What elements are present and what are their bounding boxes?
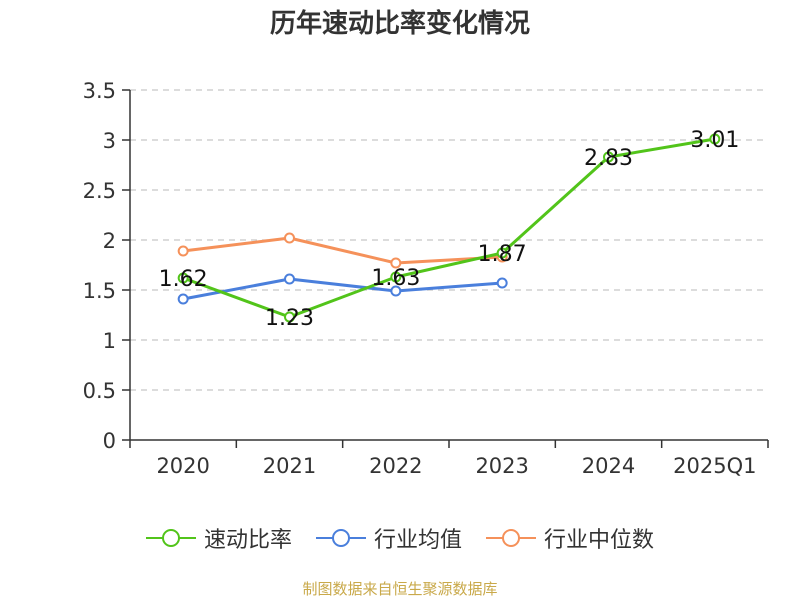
x-tick-label: 2021 <box>263 454 316 478</box>
data-point <box>709 133 721 145</box>
data-label: 1.87 <box>478 242 527 267</box>
data-point <box>603 151 614 163</box>
legend-item-industry-median[interactable]: 行业中位数 <box>486 522 654 554</box>
legend-swatch-icon <box>486 529 536 547</box>
y-tick-label: 1.5 <box>83 279 116 303</box>
x-tick-label: 2022 <box>369 454 422 478</box>
y-tick-label: 0 <box>103 429 116 453</box>
series-line <box>182 137 716 319</box>
y-tick-label: 3 <box>103 129 116 153</box>
data-label: 1.23 <box>265 306 314 331</box>
legend-label: 速动比率 <box>203 528 292 553</box>
x-tick-label: 2023 <box>475 454 528 478</box>
data-label: 2.83 <box>584 146 633 171</box>
data-point <box>284 273 295 285</box>
legend-swatch-icon <box>315 529 366 547</box>
data-label: 1.62 <box>159 267 208 292</box>
data-point <box>284 311 295 323</box>
data-label: 3.01 <box>690 128 739 153</box>
data-point <box>284 232 295 244</box>
data-point <box>390 271 402 283</box>
legend-swatch-icon <box>145 529 196 547</box>
legend-label: 行业均值 <box>373 528 462 553</box>
x-tick-label: 2024 <box>582 454 635 478</box>
legend-label: 行业中位数 <box>544 528 655 553</box>
x-tick-label: 2020 <box>156 454 209 478</box>
legend-item-quick-ratio[interactable]: 速动比率 <box>145 522 292 554</box>
data-label: 1.63 <box>371 266 420 291</box>
legend-item-industry-mean[interactable]: 行业均值 <box>315 522 462 554</box>
y-tick-label: 2 <box>103 229 116 253</box>
data-point <box>390 285 402 297</box>
x-tick-label: 2025Q1 <box>673 454 756 478</box>
data-point <box>177 245 189 257</box>
series-line <box>182 236 503 265</box>
data-point <box>177 293 189 305</box>
chart-title: 历年速动比率变化情况 <box>269 9 530 39</box>
legend: 速动比率 行业均值 行业中位数 <box>0 520 800 556</box>
data-point <box>496 247 508 259</box>
y-tick-label: 3.5 <box>83 79 116 103</box>
data-point <box>390 257 402 269</box>
y-tick-label: 0.5 <box>83 379 116 403</box>
y-tick-label: 1 <box>103 329 116 353</box>
source-note: 制图数据来自恒生聚源数据库 <box>302 580 498 598</box>
data-point <box>177 272 189 284</box>
y-tick-label: 2.5 <box>83 179 116 203</box>
series-line <box>182 277 503 301</box>
data-point <box>496 277 508 289</box>
